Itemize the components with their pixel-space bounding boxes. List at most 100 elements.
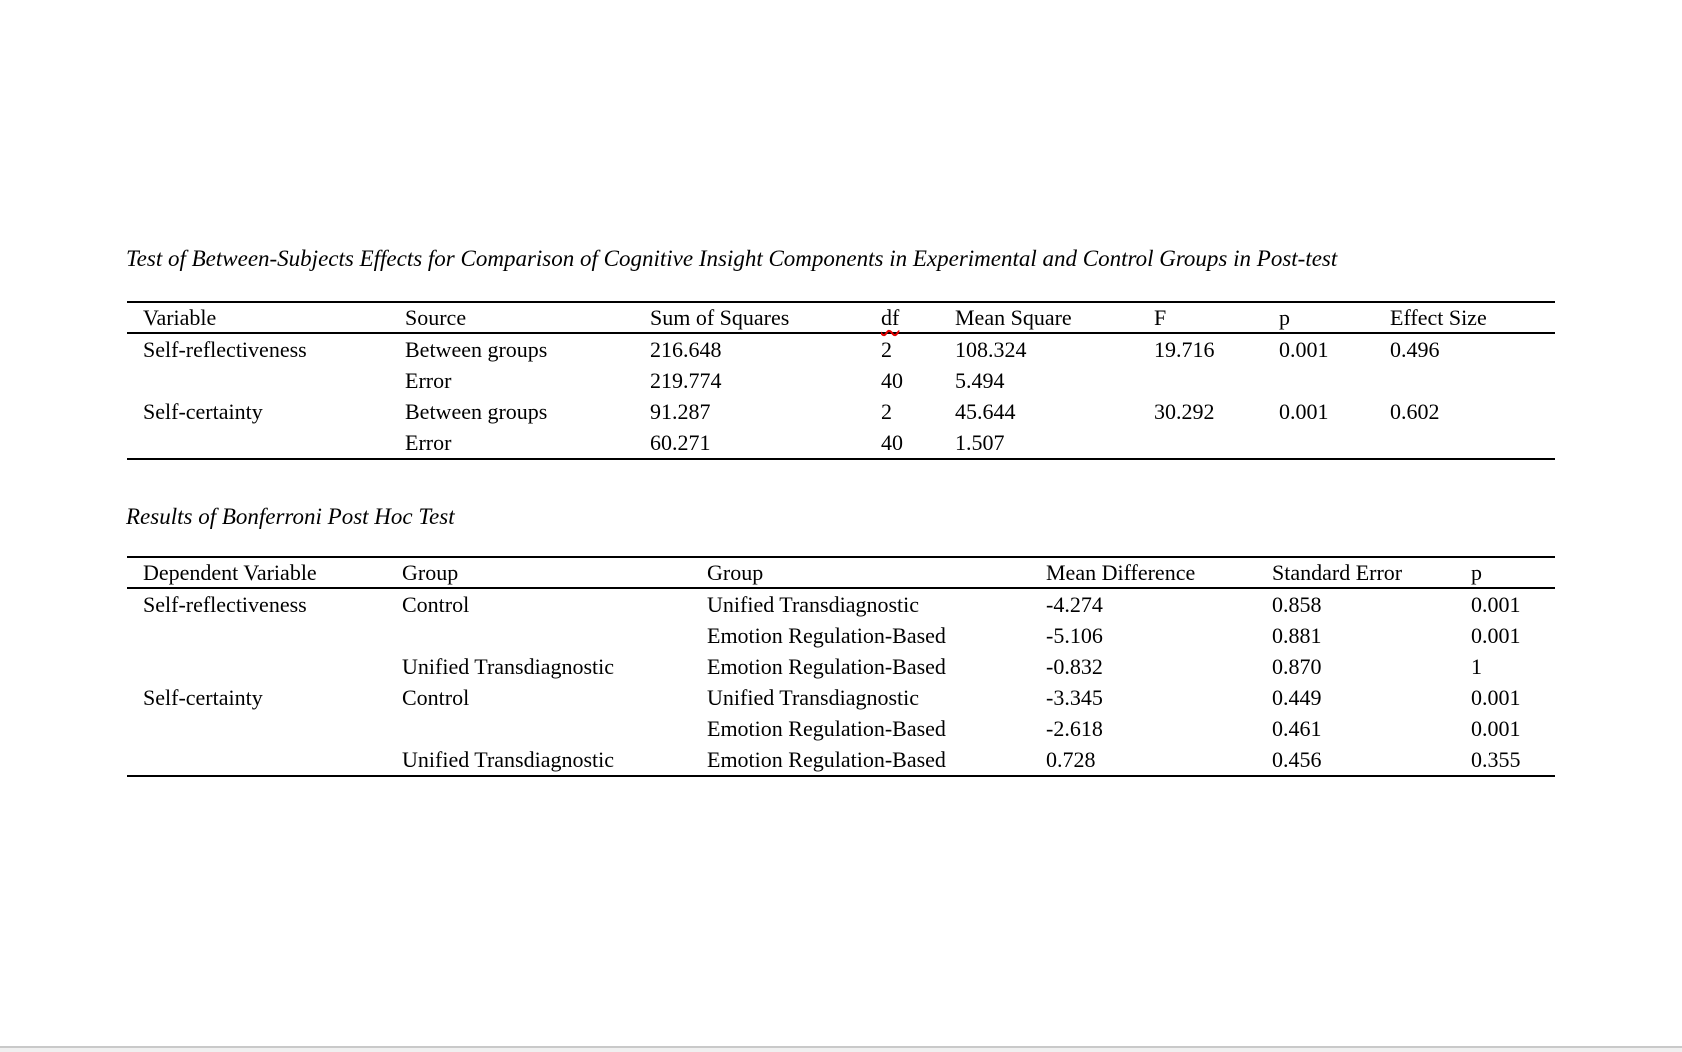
table-cell: -5.106	[1046, 622, 1103, 648]
table-cell: 1	[1471, 653, 1482, 679]
table-header-row: Variable Source Sum of Squares df Mean S…	[127, 301, 1555, 334]
table-cell	[127, 651, 402, 682]
col-group-2: Group	[707, 556, 1046, 589]
table-cell: Self-reflectiveness	[143, 591, 307, 617]
table-row: Error 219.774 40 5.494	[127, 365, 1555, 396]
table-cell: -0.832	[1046, 653, 1103, 679]
table-row: Unified Transdiagnostic Emotion Regulati…	[127, 651, 1555, 682]
col-df: df	[881, 301, 955, 334]
table-cell	[1154, 427, 1279, 460]
table-cell: Control	[402, 591, 470, 617]
table-cell: 0.001	[1471, 684, 1521, 710]
table-cell: Between groups	[405, 336, 548, 362]
table-cell	[1390, 365, 1555, 396]
table-cell: 45.644	[955, 398, 1016, 424]
table-cell: 0.728	[1046, 744, 1272, 777]
posthoc-table: Dependent Variable Group Group Mean Diff…	[127, 556, 1555, 777]
col-dependent-variable: Dependent Variable	[127, 556, 402, 589]
col-p: p	[1471, 556, 1555, 589]
table-cell: 2	[881, 336, 892, 362]
table-cell: 40	[881, 427, 955, 460]
table-row: Self-certainty Between groups 91.287 2 4…	[127, 396, 1555, 427]
table-cell	[1154, 365, 1279, 396]
table-cell: 0.449	[1272, 684, 1322, 710]
col-group-1: Group	[402, 556, 707, 589]
col-mean-difference: Mean Difference	[1046, 556, 1272, 589]
col-sum-of-squares: Sum of Squares	[650, 301, 881, 334]
table-cell: 0.001	[1471, 622, 1521, 648]
table-header-row: Dependent Variable Group Group Mean Diff…	[127, 556, 1555, 589]
table-cell: Control	[402, 684, 470, 710]
table-cell: Self-certainty	[143, 684, 263, 710]
col-p: p	[1279, 301, 1390, 334]
table-cell: Self-certainty	[143, 398, 263, 424]
table-row: Self-reflectiveness Control Unified Tran…	[127, 588, 1555, 620]
table-cell: 219.774	[650, 367, 722, 393]
table-cell	[127, 713, 402, 744]
table-cell: 0.001	[1279, 336, 1329, 362]
table-cell	[1279, 365, 1390, 396]
table-cell: 0.001	[1471, 591, 1521, 617]
col-variable: Variable	[127, 301, 405, 334]
table-cell: 40	[881, 367, 903, 393]
table-row: Error 60.271 40 1.507	[127, 427, 1555, 460]
table-row: Emotion Regulation-Based -5.106 0.881 0.…	[127, 620, 1555, 651]
below-page-area	[0, 1048, 1682, 1052]
col-standard-error: Standard Error	[1272, 556, 1471, 589]
table-cell: 0.001	[1471, 715, 1521, 741]
table-cell: Emotion Regulation-Based	[707, 653, 946, 679]
col-source: Source	[405, 301, 650, 334]
col-mean-square: Mean Square	[955, 301, 1154, 334]
table-cell	[127, 365, 405, 396]
table-cell: 216.648	[650, 336, 722, 362]
table-cell: -4.274	[1046, 591, 1103, 617]
table-row: Unified Transdiagnostic Emotion Regulati…	[127, 744, 1555, 777]
table-cell: Emotion Regulation-Based	[707, 622, 946, 648]
table1-title: Test of Between-Subjects Effects for Com…	[126, 246, 1338, 271]
table-cell: 0.001	[1279, 398, 1329, 424]
table-cell: Between groups	[405, 398, 548, 424]
table-cell: -2.618	[1046, 715, 1103, 741]
table-cell	[1390, 427, 1555, 460]
table-cell: 108.324	[955, 336, 1027, 362]
table-cell: Emotion Regulation-Based	[707, 744, 1046, 777]
table-cell: 0.461	[1272, 715, 1322, 741]
df-spellcheck-text: df	[881, 304, 900, 330]
table-cell: 91.287	[650, 398, 711, 424]
table-cell	[402, 713, 707, 744]
table-row: Self-reflectiveness Between groups 216.6…	[127, 333, 1555, 365]
table-cell: Unified Transdiagnostic	[707, 591, 920, 617]
table-row: Self-certainty Control Unified Transdiag…	[127, 682, 1555, 713]
col-f: F	[1154, 301, 1279, 334]
table-cell: Self-reflectiveness	[143, 336, 307, 362]
page-bottom-edge	[0, 1046, 1682, 1048]
table-cell	[1279, 427, 1390, 460]
table-cell: 60.271	[650, 427, 881, 460]
table-cell: Unified Transdiagnostic	[707, 684, 920, 710]
table-cell: 5.494	[955, 367, 1005, 393]
table-cell: Error	[405, 367, 452, 393]
table-cell: 0.496	[1390, 336, 1440, 362]
table-cell: 1.507	[955, 427, 1154, 460]
table-cell: 0.602	[1390, 398, 1440, 424]
table-row: Emotion Regulation-Based -2.618 0.461 0.…	[127, 713, 1555, 744]
anova-table: Variable Source Sum of Squares df Mean S…	[127, 301, 1555, 460]
table-cell	[127, 744, 402, 777]
table-cell: Unified Transdiagnostic	[402, 744, 707, 777]
table-cell: 2	[881, 398, 892, 424]
table2-title: Results of Bonferroni Post Hoc Test	[126, 504, 455, 529]
table-cell: 0.858	[1272, 591, 1322, 617]
table-cell: Emotion Regulation-Based	[707, 715, 946, 741]
table-cell: 0.870	[1272, 653, 1322, 679]
table-cell: Error	[405, 427, 650, 460]
table-cell	[127, 427, 405, 460]
table-cell: 0.456	[1272, 744, 1471, 777]
table-cell: 0.355	[1471, 744, 1555, 777]
table-cell	[402, 620, 707, 651]
table-cell: 0.881	[1272, 622, 1322, 648]
table-cell: -3.345	[1046, 684, 1103, 710]
table-cell	[127, 620, 402, 651]
table-cell: Unified Transdiagnostic	[402, 653, 615, 679]
col-effect-size: Effect Size	[1390, 301, 1555, 334]
